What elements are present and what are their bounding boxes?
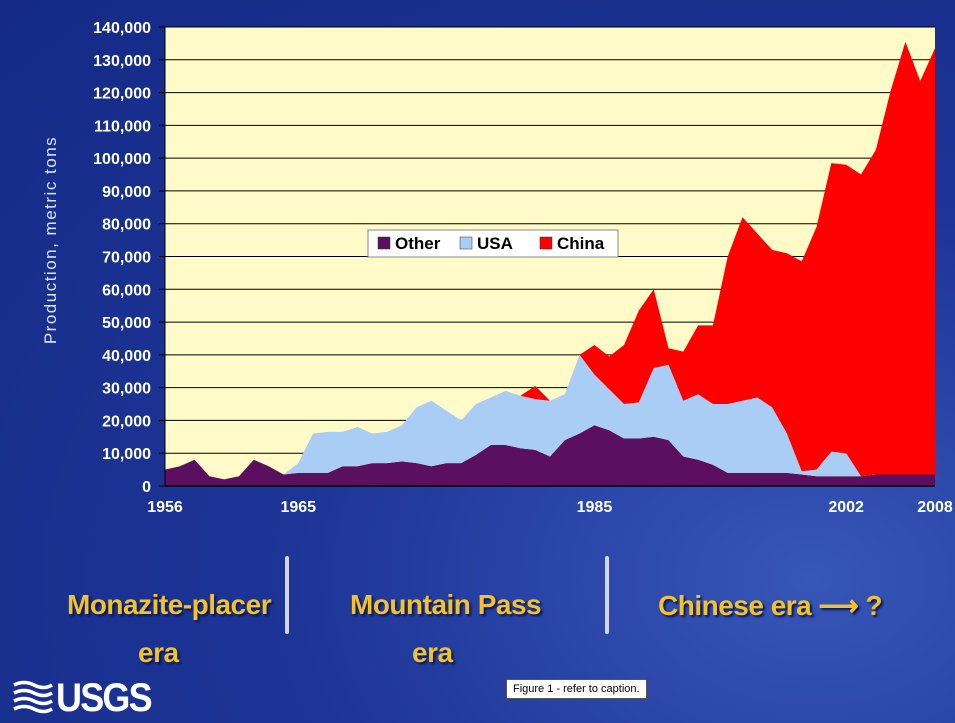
legend-label-usa: USA bbox=[477, 234, 513, 253]
y-tick-label: 140,000 bbox=[93, 20, 151, 37]
gridlines bbox=[165, 26, 935, 454]
y-tick-label: 0 bbox=[142, 479, 151, 496]
y-tick-label: 20,000 bbox=[102, 413, 151, 430]
y-tick-label: 30,000 bbox=[102, 381, 151, 398]
legend-label-china: China bbox=[557, 234, 605, 253]
usgs-logo-text: USGS bbox=[56, 675, 153, 720]
era-chinese-label: Chinese era ⟶ ? bbox=[658, 590, 883, 621]
x-axis-ticks: 1956 1965 1985 2002 2008 bbox=[147, 499, 953, 516]
y-tick-label: 90,000 bbox=[102, 184, 151, 201]
era-separator bbox=[605, 556, 609, 634]
area-usa bbox=[165, 354, 935, 480]
y-axis-label: Production, metric tons bbox=[41, 136, 60, 344]
x-tick-label: 2002 bbox=[828, 499, 864, 516]
y-tick-label: 50,000 bbox=[102, 315, 151, 332]
stacked-areas bbox=[165, 41, 935, 486]
x-tick-label: 1985 bbox=[577, 499, 613, 516]
era-monazite-label: Monazite-placer bbox=[67, 589, 272, 620]
y-tick-label: 80,000 bbox=[102, 217, 151, 234]
figure-caption[interactable]: Figure 1 - refer to caption. bbox=[506, 679, 647, 699]
x-tick-label: 1956 bbox=[147, 499, 183, 516]
legend: Other USA China bbox=[367, 229, 619, 258]
legend-box bbox=[367, 229, 619, 258]
y-tick-label: 110,000 bbox=[94, 118, 151, 135]
usgs-logo: USGS bbox=[12, 676, 161, 720]
y-axis-ticks: 0 10,000 20,000 30,000 40,000 50,000 60,000 70,… bbox=[93, 20, 165, 496]
legend-swatch-other bbox=[377, 236, 391, 250]
x-tick-label: 2008 bbox=[917, 499, 953, 516]
y-tick-label: 10,000 bbox=[102, 446, 151, 463]
area-other bbox=[165, 425, 935, 486]
legend-swatch-usa bbox=[459, 236, 473, 250]
legend-swatch-china bbox=[539, 236, 553, 250]
y-tick-label: 120,000 bbox=[93, 86, 151, 103]
x-tick-label: 1965 bbox=[280, 499, 316, 516]
y-tick-label: 100,000 bbox=[93, 151, 151, 168]
area-china bbox=[165, 41, 935, 480]
y-tick-label: 40,000 bbox=[102, 348, 151, 365]
legend-label-other: Other bbox=[395, 234, 441, 253]
era-mountain-pass-label-line2: era bbox=[412, 637, 453, 668]
era-monazite-label-line2: era bbox=[138, 637, 179, 668]
y-tick-label: 130,000 bbox=[93, 53, 151, 70]
era-mountain-pass-label: Mountain Pass bbox=[350, 589, 542, 620]
y-tick-label: 70,000 bbox=[102, 250, 151, 267]
y-tick-label: 60,000 bbox=[102, 282, 151, 299]
era-separator bbox=[285, 556, 289, 634]
usgs-wave-icon bbox=[13, 680, 53, 714]
